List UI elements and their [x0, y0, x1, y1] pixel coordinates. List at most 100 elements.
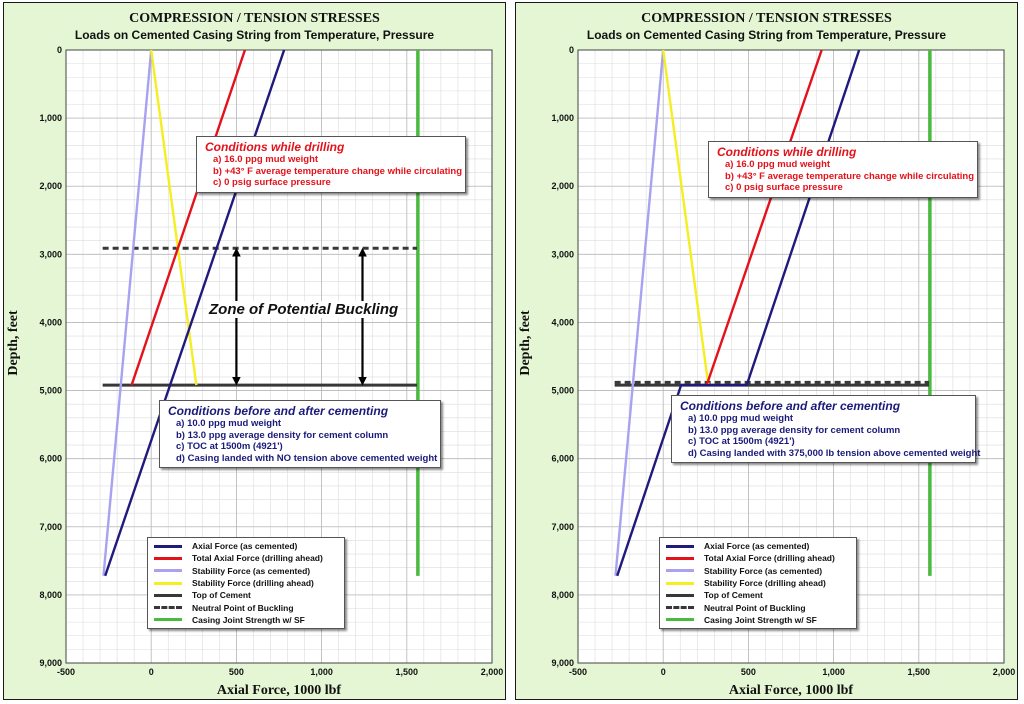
y-tick-label: 7,000 [551, 522, 574, 532]
legend-swatch [666, 556, 694, 560]
legend-label: Total Axial Force (drilling ahead) [704, 553, 835, 564]
y-tick-label: 1,000 [551, 113, 574, 123]
y-tick-label: 0 [57, 45, 62, 55]
chart-panel-right: COMPRESSION / TENSION STRESSES Loads on … [515, 2, 1018, 700]
plot-border [577, 49, 1005, 664]
legend-entry: Total Axial Force (drilling ahead) [666, 552, 850, 564]
legend-label: Stability Force (as cemented) [704, 565, 823, 576]
cementing-condition-line: a) 10.0 ppg mud weight [176, 418, 282, 429]
cementing-condition-line: a) 10.0 ppg mud weight [688, 413, 794, 424]
drilling-condition-line: b) +43° F average temperature change whi… [213, 165, 463, 177]
y-tick-label: 5,000 [551, 386, 574, 396]
legend-swatch [154, 593, 182, 597]
legend-swatch [154, 544, 182, 548]
y-tick-label: 5,000 [39, 386, 62, 396]
legend-entry: Stability Force (as cemented) [666, 565, 850, 577]
legend-label: Axial Force (as cemented) [704, 541, 810, 552]
cementing-conditions-title: Conditions before and after cementing [680, 399, 901, 413]
x-tick-label: -500 [57, 667, 75, 677]
plot-border [65, 49, 493, 664]
legend-label: Top of Cement [704, 590, 763, 601]
y-tick-label: 1,000 [39, 113, 62, 123]
series-line-total-axial-force-drilling-ahead [130, 49, 247, 386]
drilling-condition-line: b) +43° F average temperature change whi… [725, 170, 975, 182]
y-tick-label: 3,000 [39, 249, 62, 259]
drilling-conditions-box: Conditions while drilling a) 16.0 ppg mu… [708, 141, 978, 198]
legend-entry: Casing Joint Strength w/ SF [154, 614, 338, 626]
x-tick-label: 2,000 [993, 667, 1016, 677]
legend-swatch [666, 544, 694, 548]
legend-entry: Axial Force (as cemented) [154, 540, 338, 552]
y-tick-label: 9,000 [551, 658, 574, 668]
chart-legend: Axial Force (as cemented) Total Axial For… [147, 537, 345, 630]
cementing-condition-line: d) Casing landed with 375,000 lb tension… [688, 447, 981, 459]
y-tick-label: 4,000 [39, 317, 62, 327]
legend-entry: Neutral Point of Buckling [154, 601, 338, 613]
legend-entry: Stability Force (as cemented) [154, 565, 338, 577]
drilling-condition-line: c) 0 psig surface pressure [725, 182, 843, 193]
legend-entry: Top of Cement [154, 589, 338, 601]
legend-swatch [154, 569, 182, 573]
legend-swatch [666, 581, 694, 585]
series-line-axial-force-as-cemented [616, 49, 861, 577]
series-line-total-axial-force-drilling-ahead [705, 49, 823, 386]
cementing-condition-line: b) 13.0 ppg average density for cement c… [688, 424, 901, 436]
x-tick-label: 0 [149, 667, 154, 677]
legend-entry: Neutral Point of Buckling [666, 601, 850, 613]
legend-swatch [154, 581, 182, 585]
y-axis-label: Depth, feet [518, 310, 533, 376]
y-tick-label: 0 [569, 45, 574, 55]
legend-label: Stability Force (drilling ahead) [704, 578, 826, 589]
y-tick-label: 4,000 [551, 317, 574, 327]
legend-swatch [154, 618, 182, 622]
x-tick-label: 0 [661, 667, 666, 677]
cementing-conditions-box: Conditions before and after cementing a)… [671, 395, 981, 463]
legend-swatch [666, 618, 694, 622]
x-axis-label: Axial Force, 1000 lbf [728, 683, 854, 698]
chart-title: COMPRESSION / TENSION STRESSES [641, 11, 892, 26]
y-tick-label: 6,000 [39, 454, 62, 464]
y-tick-label: 3,000 [551, 249, 574, 259]
legend-entry: Total Axial Force (drilling ahead) [154, 552, 338, 564]
legend-swatch [666, 569, 694, 573]
legend-label: Casing Joint Strength w/ SF [192, 614, 305, 625]
legend-swatch [666, 593, 694, 597]
x-tick-label: 1,000 [822, 667, 845, 677]
x-axis-label: Axial Force, 1000 lbf [216, 683, 342, 698]
legend-entry: Casing Joint Strength w/ SF [666, 614, 850, 626]
legend-entry: Axial Force (as cemented) [666, 540, 850, 552]
legend-swatch [154, 556, 182, 560]
series-line-stability-force-drilling-ahead [662, 49, 710, 386]
x-tick-label: 500 [229, 667, 244, 677]
legend-entry: Top of Cement [666, 589, 850, 601]
chart-legend: Axial Force (as cemented) Total Axial For… [659, 537, 857, 630]
drilling-conditions-title: Conditions while drilling [205, 140, 345, 154]
x-tick-label: 2,000 [481, 667, 504, 677]
cementing-condition-line: d) Casing landed with NO tension above c… [176, 452, 438, 464]
legend-label: Neutral Point of Buckling [192, 602, 294, 613]
cementing-condition-line: b) 13.0 ppg average density for cement c… [176, 429, 389, 441]
drilling-condition-line: a) 16.0 ppg mud weight [725, 159, 831, 170]
legend-swatch [666, 606, 694, 610]
x-tick-label: 1,000 [310, 667, 333, 677]
x-tick-label: 1,500 [908, 667, 931, 677]
legend-label: Top of Cement [192, 590, 251, 601]
cementing-condition-line: c) TOC at 1500m (4921') [176, 441, 283, 452]
legend-entry: Stability Force (drilling ahead) [154, 577, 338, 589]
drilling-conditions-title: Conditions while drilling [717, 145, 857, 159]
x-tick-label: 500 [741, 667, 756, 677]
y-tick-label: 7,000 [39, 522, 62, 532]
y-tick-label: 8,000 [551, 590, 574, 600]
zone-of-buckling-label: Zone of Potential Buckling [207, 301, 401, 318]
cementing-conditions-box: Conditions before and after cementing a)… [159, 400, 441, 468]
y-tick-label: 6,000 [551, 454, 574, 464]
y-axis-label: Depth, feet [6, 310, 21, 376]
y-tick-label: 8,000 [39, 590, 62, 600]
cementing-condition-line: c) TOC at 1500m (4921') [688, 436, 795, 447]
y-tick-label: 2,000 [551, 181, 574, 191]
y-tick-label: 9,000 [39, 658, 62, 668]
legend-swatch [154, 606, 182, 610]
legend-label: Axial Force (as cemented) [192, 541, 298, 552]
chart-subtitle: Loads on Cemented Casing String from Tem… [74, 28, 435, 42]
legend-label: Casing Joint Strength w/ SF [704, 614, 817, 625]
